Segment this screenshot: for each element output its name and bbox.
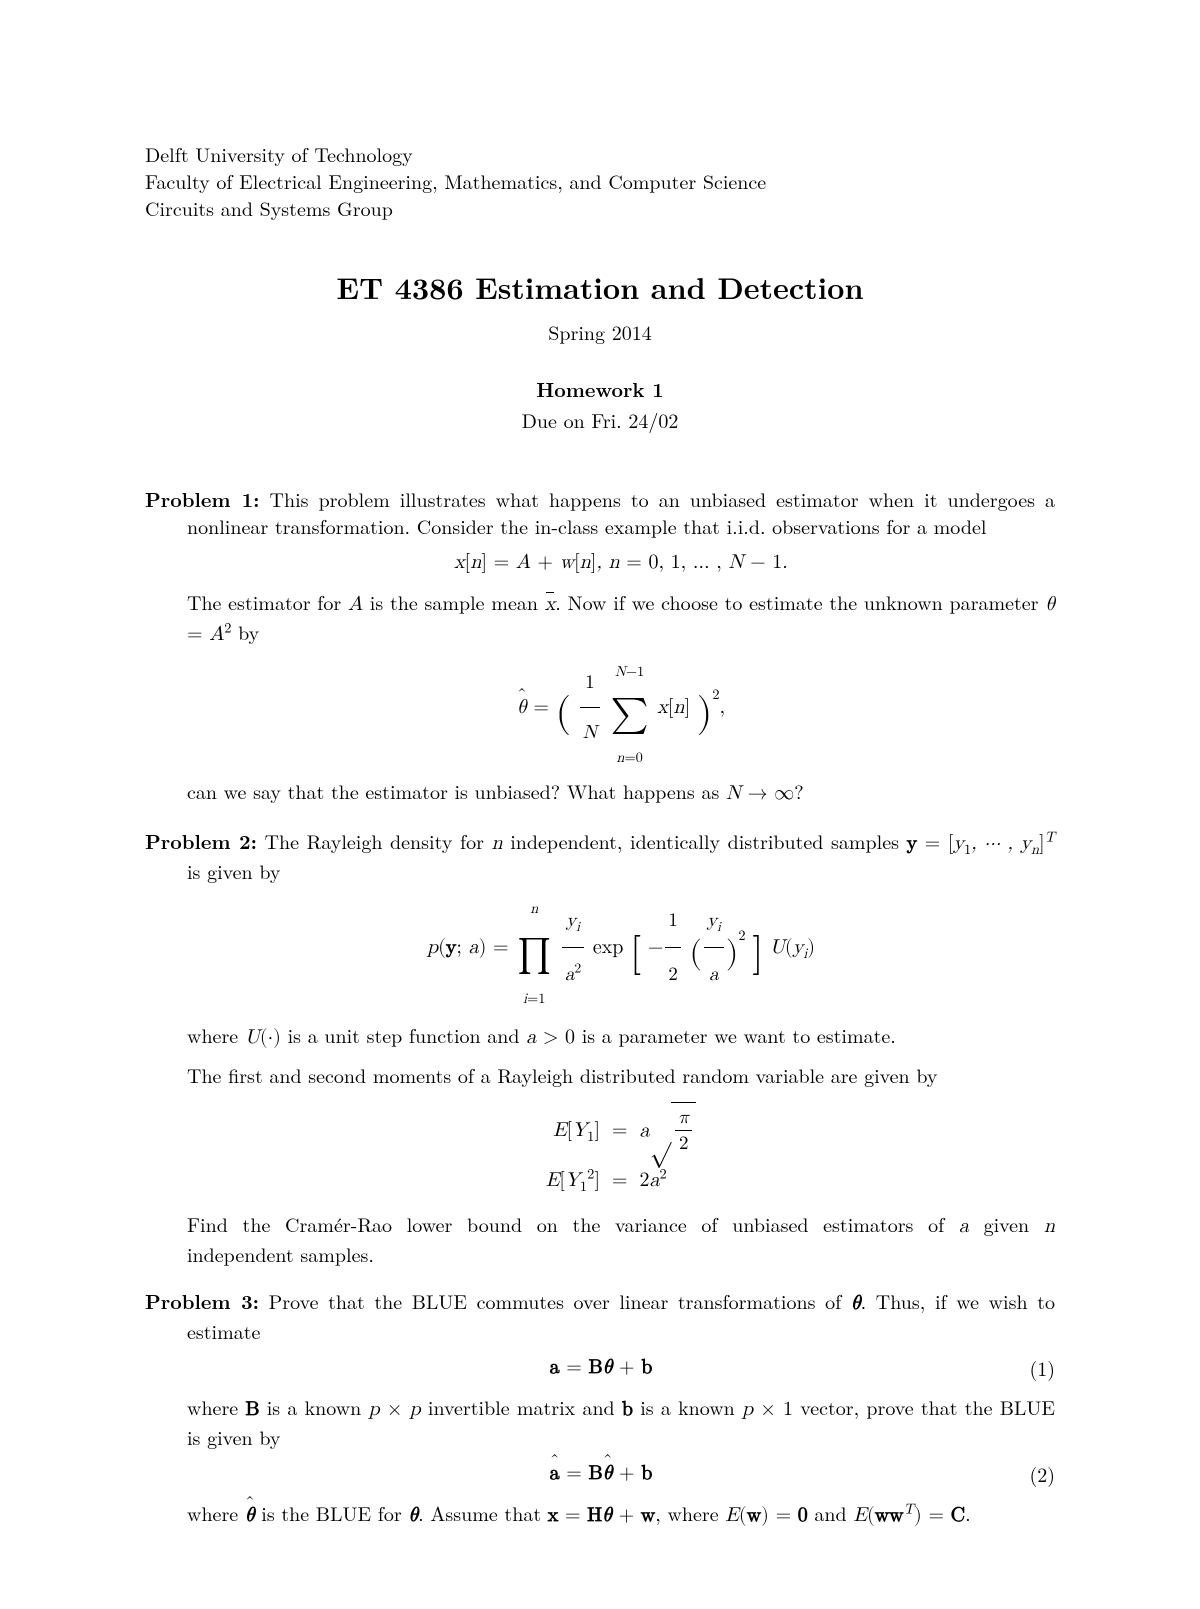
homework-label: Homework 1 [145, 375, 1055, 402]
course-title: ET 4386 Estimation and Detection [145, 267, 1055, 308]
affil-line-2: Faculty of Electrical Engineering, Mathe… [145, 167, 1055, 194]
document-page: Delft University of Technology Faculty o… [0, 0, 1200, 1609]
homework-header: Homework 1 Due on Fri. 24/02 [145, 375, 1055, 433]
eq-number-2: (2) [1015, 1460, 1055, 1487]
problem-2-intro: Problem 2: The Rayleigh density for n in… [145, 827, 1055, 884]
course-term: Spring 2014 [145, 318, 1055, 345]
problem-2-mid-2: The first and second moments of a Raylei… [187, 1061, 1055, 1088]
affil-line-1: Delft University of Technology [145, 140, 1055, 167]
problem-3: Problem 3: Prove that the BLUE commutes … [145, 1287, 1055, 1529]
problem-1-eq-1: x[n] = A + w[n], n = 0, 1, … , N − 1. [187, 549, 1055, 576]
problem-2-mid-1: where U(·) is a unit step function and a… [187, 1021, 1055, 1051]
problem-1-tail: can we say that the estimator is unbiase… [187, 777, 1055, 807]
problem-2-eq-1: p(y; a) = n ∏ i=1 yia2 exp [ −12 (yia)2 … [187, 894, 1055, 1009]
affiliation-block: Delft University of Technology Faculty o… [145, 140, 1055, 221]
problem-2: Problem 2: The Rayleigh density for n in… [145, 827, 1055, 1267]
problem-3-intro: Problem 3: Prove that the BLUE commutes … [145, 1287, 1055, 1344]
problem-1-mid: The estimator for A is the sample mean x… [187, 588, 1055, 648]
problem-1-intro: Problem 1: This problem illustrates what… [145, 485, 1055, 539]
problem-3-mid: where B is a known p × p invertible matr… [187, 1393, 1055, 1450]
problem-1-label: Problem 1: [145, 484, 259, 513]
problem-2-tail: Find the Cramér-Rao lower bound on the v… [187, 1210, 1055, 1267]
eq-number-1: (1) [1015, 1354, 1055, 1381]
problem-3-tail: where θ is the BLUE for θ. Assume that x… [187, 1499, 1055, 1529]
problem-1-eq-2: θ = ( 1N N−1 ∑ n=0 x[n] )2, [187, 658, 1055, 765]
problem-3-eq-1: a = Bθ + b (1) [187, 1354, 1055, 1381]
problem-3-label: Problem 3: [145, 1286, 259, 1315]
problem-1: Problem 1: This problem illustrates what… [145, 485, 1055, 807]
affil-line-3: Circuits and Systems Group [145, 194, 1055, 221]
problem-2-label: Problem 2: [145, 826, 257, 855]
homework-due: Due on Fri. 24/02 [145, 406, 1055, 433]
problem-2-eq-2: E[Y1] = a√π2 E[Y12] = 2a2 [187, 1098, 1055, 1198]
problem-3-eq-2: a = Bθ + b (2) [187, 1460, 1055, 1487]
